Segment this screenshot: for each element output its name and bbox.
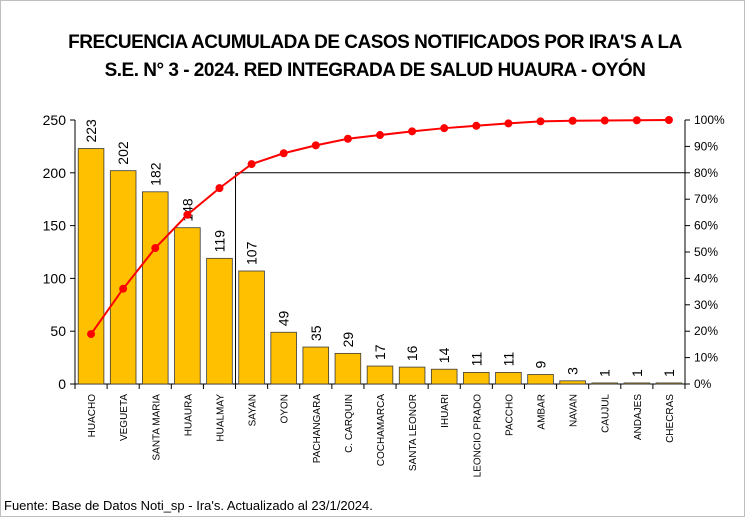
x-tick-label: NAVAN [569,394,580,427]
y2-tick-label: 0% [694,377,712,391]
y-tick-label: 0 [58,376,66,392]
y2-tick-label: 40% [694,271,718,285]
bar [591,382,618,385]
cumulative-marker [600,116,609,125]
bar [559,380,586,385]
bar [270,331,297,385]
bar [495,371,522,385]
bar [398,366,426,385]
y2-tick-label: 20% [694,324,718,338]
data-label: 9 [533,360,549,368]
x-tick-label: AMBAR [537,394,548,430]
x-tick-label: SANTA LEONOR [408,394,419,471]
cumulative-marker [568,116,577,125]
cumulative-marker [247,160,256,169]
data-label: 49 [276,310,292,326]
y-tick-label: 50 [50,323,66,339]
y2-tick-label: 50% [694,245,718,259]
data-label: 119 [211,230,227,253]
x-tick-label: SAYAN [248,394,259,426]
cumulative-marker [151,244,160,253]
data-label: 223 [83,119,99,143]
cumulative-marker [504,119,513,128]
cumulative-marker [343,134,352,143]
bar [174,227,201,385]
cumulative-marker [376,131,384,140]
y-tick-label: 100 [43,270,67,286]
y2-tick-label: 100% [694,113,725,127]
cumulative-marker [311,141,320,150]
y-tick-label: 150 [43,218,67,234]
x-tick-label: VEGUETA [119,394,130,441]
cumulative-marker [664,116,673,124]
cumulative-marker [215,184,224,193]
data-label: 148 [179,198,195,222]
bar [77,148,105,385]
bar [334,352,362,385]
x-tick-label: OYON [280,394,291,423]
x-tick-label: PACCHO [504,394,515,436]
y2-tick-label: 10% [694,351,718,365]
data-label: 107 [244,241,260,265]
x-tick-label: CAUJUL [601,394,612,433]
x-tick-label: SANTA MARIA [151,394,162,461]
x-tick-label: COCHAMARCA [376,394,387,467]
bar [366,365,394,385]
y2-tick-label: 70% [694,192,718,206]
data-label: 1 [661,369,677,377]
chart-subtitle: S.E. N° 3 - 2024. RED INTEGRADA DE SALUD… [105,59,646,81]
data-label: 3 [565,367,581,375]
cumulative-marker [632,116,641,125]
bar [527,374,554,385]
bar [238,270,265,385]
cumulative-marker [279,149,288,158]
bar [142,191,169,385]
data-label: 17 [372,344,388,360]
bar [623,382,651,385]
x-tick-label: CHECRAS [665,394,676,443]
x-tick-label: HUALMAY [215,394,226,442]
bar [206,257,233,385]
data-label: 1 [597,369,613,377]
cumulative-marker [472,121,481,130]
x-tick-label: ANDAJES [633,394,644,440]
data-label: 16 [404,345,420,361]
y2-tick-label: 90% [694,139,718,153]
bar [463,371,490,385]
y2-tick-label: 80% [694,166,718,180]
chart-title: FRECUENCIA ACUMULADA DE CASOS NOTIFICADO… [68,32,683,53]
x-tick-label: IHUARI [440,394,451,428]
x-tick-label: HUACHO [87,394,98,438]
data-label: 35 [308,325,324,341]
data-label: 11 [500,352,516,367]
y-tick-label: 200 [43,165,67,181]
cumulative-marker [408,127,417,136]
data-label: 182 [147,162,163,186]
x-tick-label: LEONCIO PRADO [472,394,483,478]
bar [655,382,683,385]
source-note: Fuente: Base de Datos Noti_sp - Ira's. A… [4,498,373,513]
data-label: 202 [115,141,131,165]
data-label: 11 [468,352,484,367]
data-label: 14 [436,347,452,363]
bar [430,368,458,385]
x-tick-label: HUAURA [183,394,194,437]
cumulative-marker [183,210,192,219]
cumulative-marker [440,124,449,133]
data-label: 1 [629,369,645,377]
cumulative-marker [536,117,545,126]
bar [302,346,330,385]
y2-tick-label: 60% [694,219,718,233]
y-tick-label: 250 [43,112,67,128]
x-tick-label: C. CARQUIN [344,394,355,453]
cumulative-marker [87,330,96,339]
y2-tick-label: 30% [694,298,718,312]
data-label: 29 [340,332,356,348]
cumulative-marker [119,284,128,293]
x-tick-label: PACHANGARA [312,394,323,464]
